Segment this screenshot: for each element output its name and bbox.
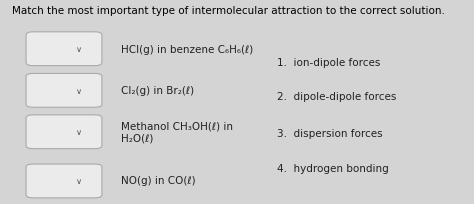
Text: 2.  dipole-dipole forces: 2. dipole-dipole forces [277,92,397,102]
Text: NO(g) in CO(ℓ): NO(g) in CO(ℓ) [121,176,195,185]
Text: ∨: ∨ [76,45,82,54]
Text: Match the most important type of intermolecular attraction to the correct soluti: Match the most important type of intermo… [12,6,445,16]
Text: Methanol CH₃OH(ℓ) in
H₂O(ℓ): Methanol CH₃OH(ℓ) in H₂O(ℓ) [121,120,233,143]
Text: HCl(g) in benzene C₆H₆(ℓ): HCl(g) in benzene C₆H₆(ℓ) [121,45,253,55]
Text: Cl₂(g) in Br₂(ℓ): Cl₂(g) in Br₂(ℓ) [121,86,194,96]
FancyBboxPatch shape [26,115,102,149]
FancyBboxPatch shape [26,164,102,198]
FancyBboxPatch shape [26,74,102,108]
Text: 4.  hydrogen bonding: 4. hydrogen bonding [277,163,389,173]
Text: ∨: ∨ [76,86,82,95]
Text: 3.  dispersion forces: 3. dispersion forces [277,129,383,139]
Text: 1.  ion-dipole forces: 1. ion-dipole forces [277,57,381,67]
FancyBboxPatch shape [26,33,102,66]
Text: ∨: ∨ [76,177,82,185]
Text: ∨: ∨ [76,128,82,136]
